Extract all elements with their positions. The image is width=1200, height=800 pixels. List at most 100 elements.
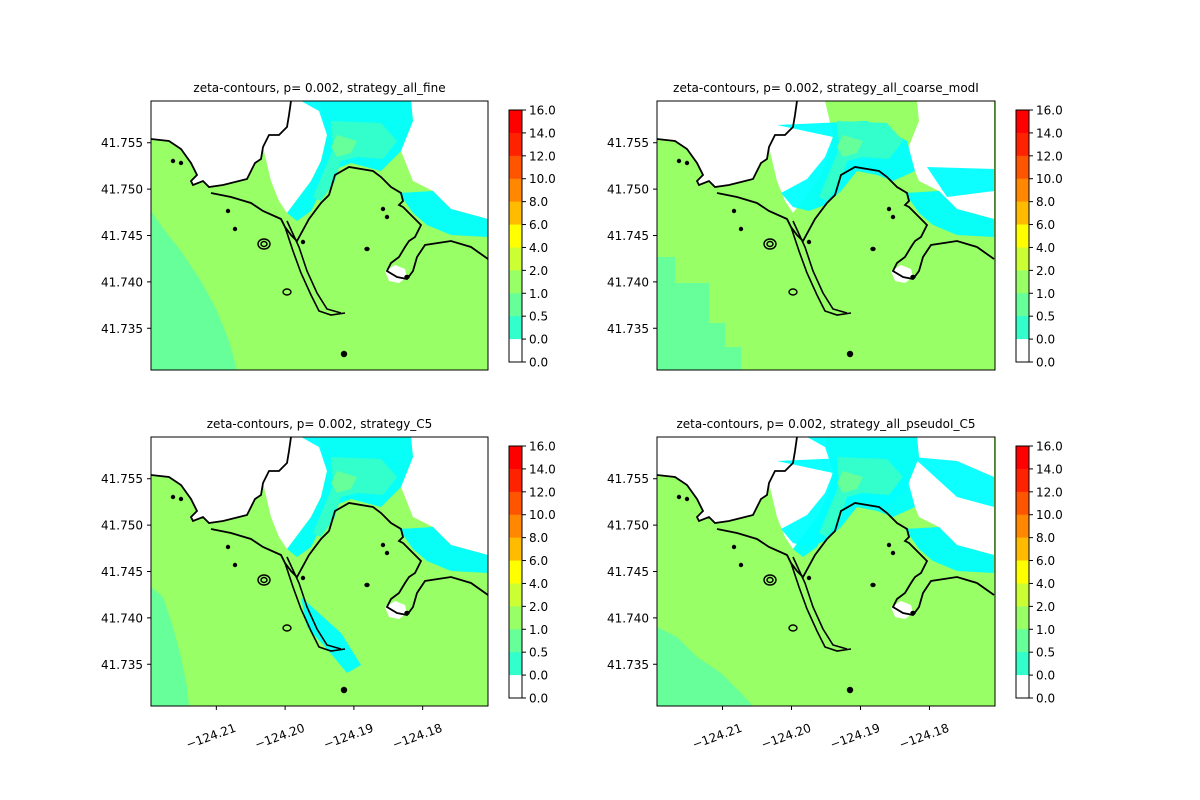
island-1: [763, 574, 777, 586]
colorbar-label: 16.0: [529, 104, 556, 118]
island-12: [870, 582, 876, 588]
colorbar-segment: [509, 110, 522, 134]
xtick-label: −124.19: [828, 721, 882, 752]
island-2: [766, 240, 774, 248]
colorbar-segment: [509, 468, 522, 493]
island-2: [260, 240, 268, 248]
dry-region: [657, 101, 797, 187]
colorbar-segment: [509, 583, 522, 607]
island-12: [364, 582, 370, 588]
island-3: [282, 624, 292, 632]
colorbar-segment: [509, 247, 522, 271]
colorbar-segment: [509, 132, 522, 157]
colorbar-label: 8.0: [529, 195, 548, 209]
colorbar-frame: [1015, 109, 1030, 363]
jetty-north: [286, 556, 342, 650]
subplot-3: zeta-contours, p= 0.002, strategy_C5 41.7…: [101, 417, 556, 752]
dry-region-inlet: [263, 437, 327, 549]
colorbar-segment: [509, 201, 522, 226]
colorbar-label: 1.0: [529, 287, 548, 301]
colorbar-label: 0.0: [1036, 333, 1055, 347]
island-13: [910, 274, 916, 280]
colorbar-label: 12.0: [1036, 149, 1063, 163]
colorbar-segment: [1016, 316, 1029, 340]
colorbar-segment: [509, 224, 522, 248]
plume-core: [331, 471, 357, 493]
colorbar-segment: [1016, 537, 1029, 562]
colorbar-label: 14.0: [1036, 462, 1063, 476]
island-9: [806, 575, 812, 581]
plume-patch-3: [301, 597, 361, 673]
plume-patch-3: [927, 167, 994, 197]
island-8: [232, 226, 238, 232]
colorbar-label: 4.0: [529, 241, 548, 255]
low-zeta-region: [151, 211, 237, 370]
island-3: [788, 624, 798, 632]
island-7: [225, 544, 231, 550]
island-10: [886, 542, 892, 548]
ytick-label: 41.755: [101, 136, 143, 150]
dry-region: [657, 437, 797, 523]
colorbar-label: 0.0: [1036, 356, 1055, 370]
colorbar-segment: [509, 316, 522, 340]
colorbar-segment: [509, 155, 522, 180]
xtick-label: −124.21: [690, 721, 744, 752]
plot-area: [657, 437, 995, 706]
colorbar-label: 10.0: [529, 508, 556, 522]
coastline-north: [657, 101, 798, 188]
ytick-label: 41.755: [607, 472, 649, 486]
ytick-label: 41.735: [101, 658, 143, 672]
subplot-2: zeta-contours, p= 0.002, strategy_all_co…: [607, 81, 1063, 371]
colorbar-label: 12.0: [529, 149, 556, 163]
colorbar-segment: [1016, 110, 1029, 134]
ytick-label: 41.750: [607, 183, 649, 197]
colorbar-label: 4.0: [1036, 577, 1055, 591]
island-6: [178, 160, 184, 166]
colorbar-label: 8.0: [529, 531, 548, 545]
island-5: [170, 158, 176, 164]
colorbar-segment: [1016, 675, 1029, 699]
jetty-north: [792, 220, 848, 314]
island-7: [731, 544, 737, 550]
ytick-label: 41.750: [607, 519, 649, 533]
colorbar-label: 0.0: [1036, 692, 1055, 706]
ytick-label: 41.745: [607, 565, 649, 579]
plume-core: [837, 135, 863, 157]
ytick-label: 41.740: [101, 611, 143, 625]
colorbar-label: 8.0: [1036, 195, 1055, 209]
colorbar-label: 16.0: [1036, 440, 1063, 454]
island-1: [763, 238, 777, 250]
subplot-title: zeta-contours, p= 0.002, strategy_all_co…: [673, 81, 979, 95]
colorbar: 16.0 14.0 12.0 10.0 8.0 6.0 4.0 2.0 1.0 0.5 0.0 0.0: [508, 104, 556, 370]
island-9: [806, 239, 812, 245]
island-13: [404, 610, 410, 616]
colorbar-segment: [1016, 270, 1029, 294]
ytick-label: 41.750: [101, 183, 143, 197]
colorbar-segment: [1016, 201, 1029, 226]
colorbar-label: 2.0: [529, 264, 548, 278]
colorbar-segment: [1016, 446, 1029, 470]
colorbar-label: 10.0: [1036, 172, 1063, 186]
colorbar-segment: [509, 560, 522, 584]
ytick-label: 41.750: [101, 519, 143, 533]
island-5: [170, 494, 176, 500]
plume-patch-2: [399, 191, 488, 237]
colorbar-label: 1.0: [529, 623, 548, 637]
colorbar-segment: [1016, 468, 1029, 493]
colorbar-segment: [509, 446, 522, 470]
colorbar-segment: [509, 629, 522, 653]
ytick-label: 41.745: [101, 229, 143, 243]
island-13: [910, 610, 916, 616]
plot-area: [151, 437, 488, 706]
colorbar-segment: [509, 339, 522, 363]
colorbar-segment: [1016, 491, 1029, 516]
island-4: [340, 350, 348, 358]
jetty-south: [790, 226, 852, 316]
colorbar-label: 1.0: [1036, 287, 1055, 301]
dry-region: [151, 101, 291, 187]
colorbar-segment: [1016, 606, 1029, 630]
island-2: [766, 576, 774, 584]
island-11: [890, 550, 896, 556]
coastline-north: [151, 437, 292, 524]
island-4: [340, 686, 348, 694]
